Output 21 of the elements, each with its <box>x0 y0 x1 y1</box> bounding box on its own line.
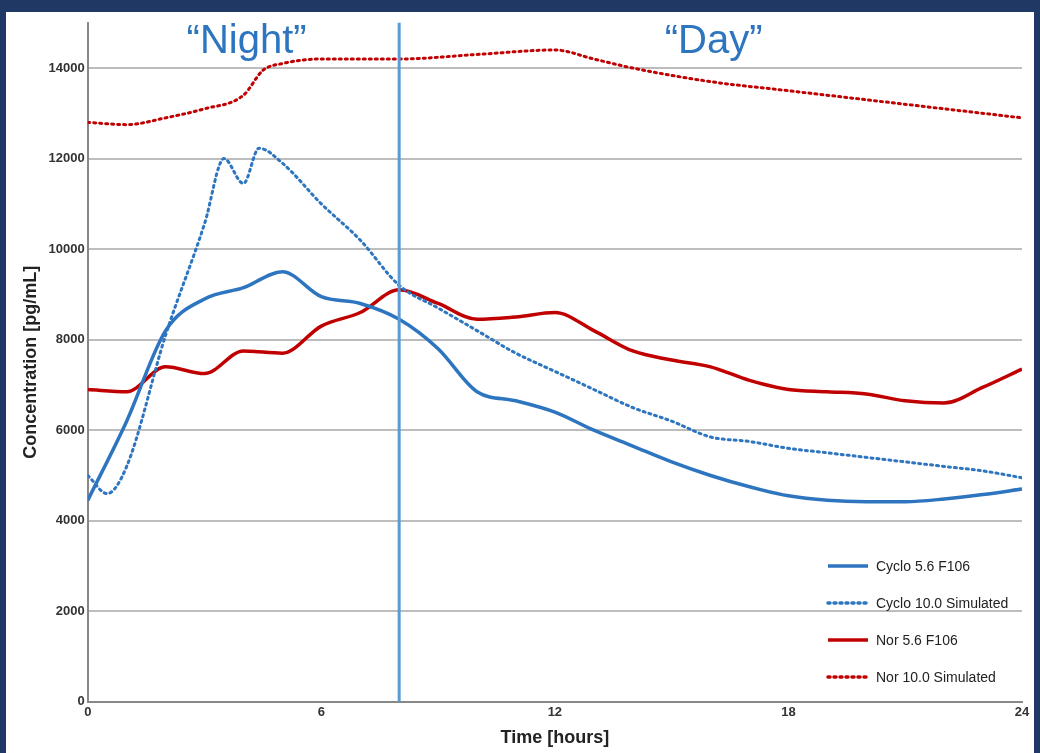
legend-label: Nor 5.6 F106 <box>876 632 958 649</box>
y-tick-label: 10000 <box>48 240 85 256</box>
y-tick-label: 12000 <box>48 150 85 166</box>
line-series <box>87 288 1022 405</box>
legend-label: Nor 10.0 Simulated <box>876 669 996 686</box>
y-tick-label: 0 <box>77 693 85 709</box>
annotation: “Day” <box>664 16 763 62</box>
legend-label: Cyclo 10.0 Simulated <box>876 595 1009 612</box>
legend-label: Cyclo 5.6 F106 <box>876 558 971 575</box>
y-tick-label: 14000 <box>48 59 85 75</box>
x-tick-label: 12 <box>547 704 563 720</box>
y-tick-label: 8000 <box>55 331 85 347</box>
y-tick-label: 4000 <box>55 512 85 528</box>
x-tick-label: 18 <box>781 704 796 720</box>
y-tick-label: 2000 <box>55 602 85 618</box>
x-tick-label: 24 <box>1014 704 1030 720</box>
x-axis-title: Time [hours] <box>500 727 610 748</box>
y-axis-title: Concentration [pg/mL] <box>19 265 40 459</box>
x-tick-label: 6 <box>317 704 325 720</box>
y-tick-label: 6000 <box>55 421 85 437</box>
annotation: “Night” <box>186 16 307 62</box>
